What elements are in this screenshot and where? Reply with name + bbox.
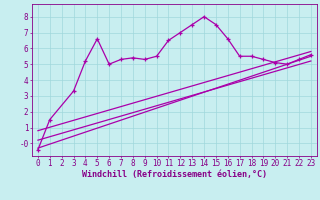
X-axis label: Windchill (Refroidissement éolien,°C): Windchill (Refroidissement éolien,°C) <box>82 170 267 179</box>
